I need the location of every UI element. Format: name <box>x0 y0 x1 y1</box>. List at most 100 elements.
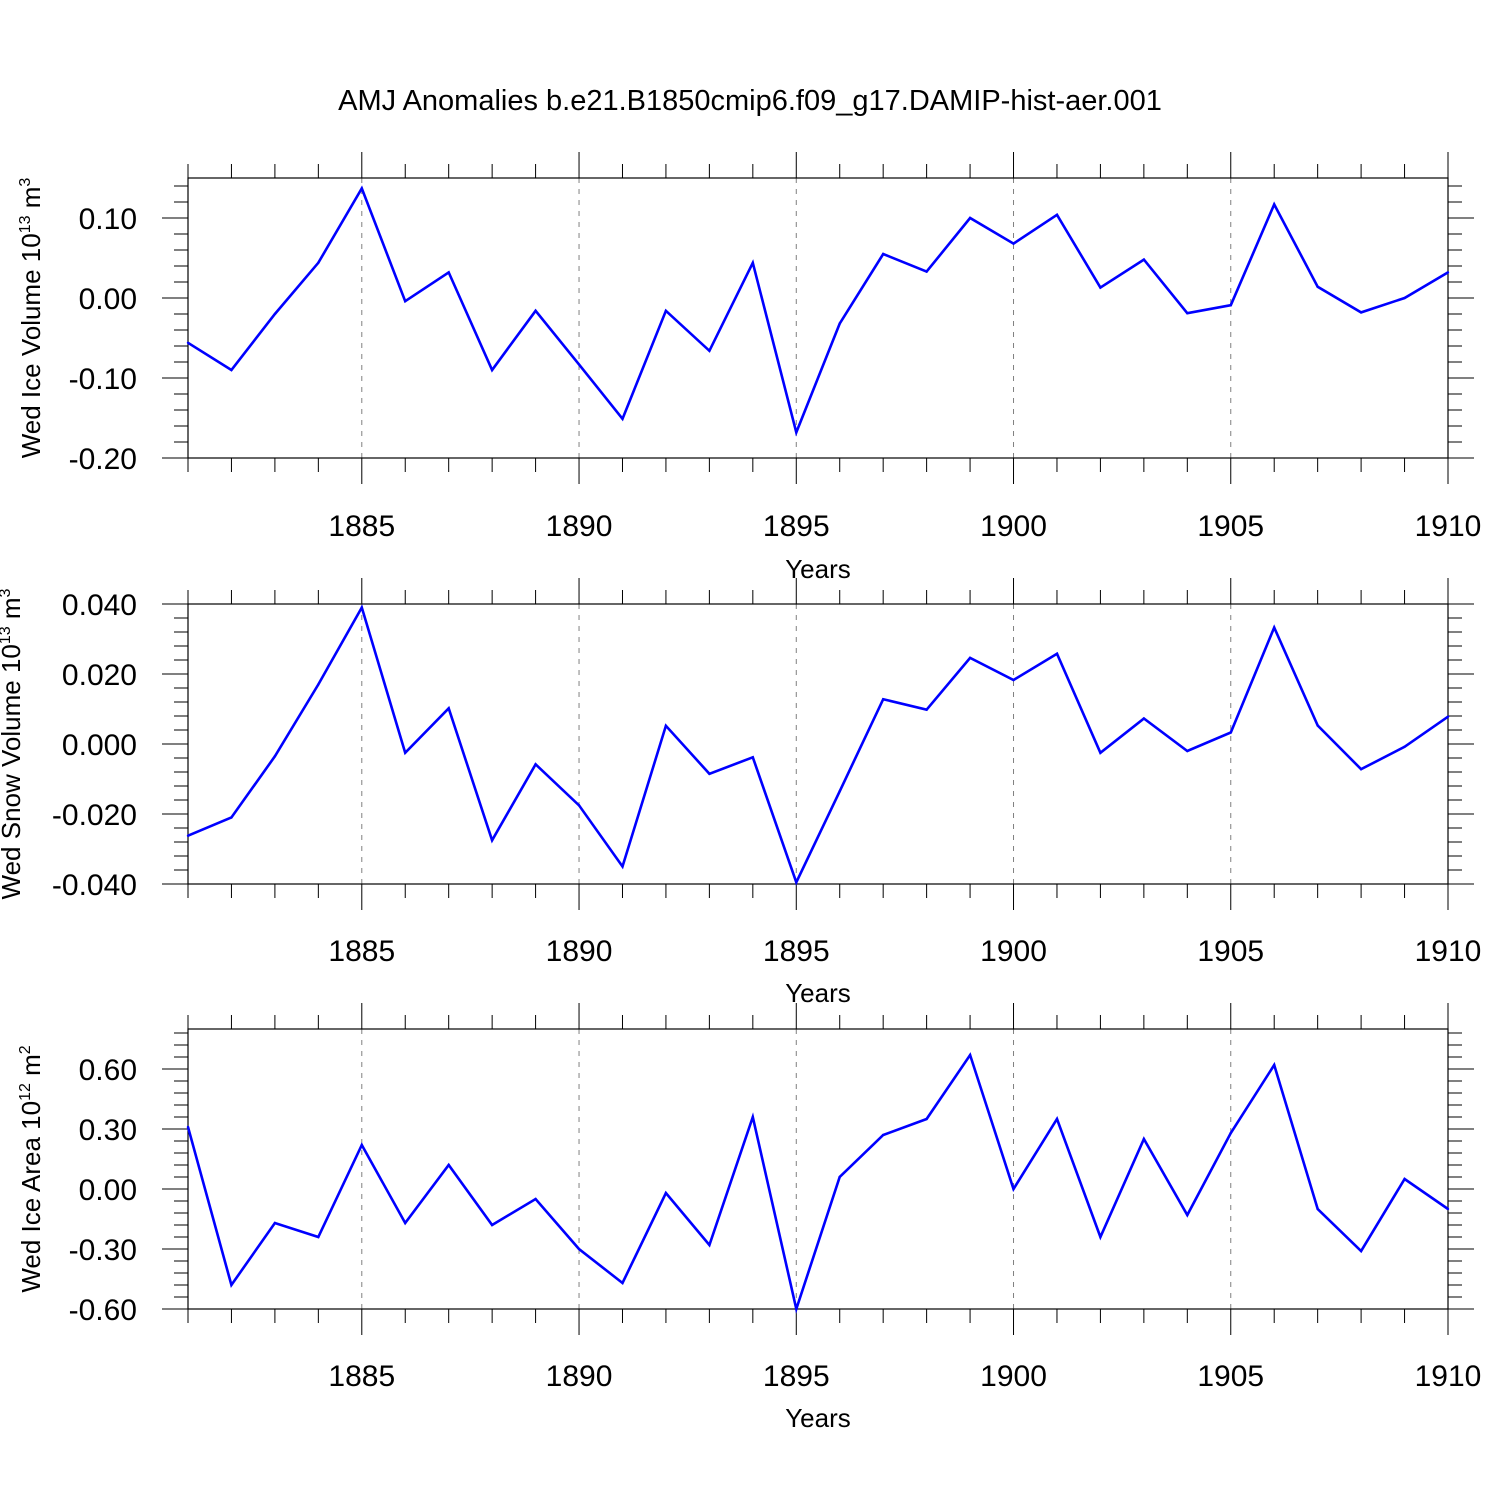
y-tick-label: -0.20 <box>69 443 137 476</box>
data-point <box>925 708 928 711</box>
data-point <box>751 756 755 759</box>
y-tick-label: 0.60 <box>79 1054 137 1087</box>
data-point <box>273 755 277 758</box>
x-tick-label: 1900 <box>980 935 1047 968</box>
data-point <box>664 1191 668 1195</box>
data-point <box>273 1221 277 1225</box>
chart-title: AMJ Anomalies b.e21.B1850cmip6.f09_g17.D… <box>338 85 1162 117</box>
data-point <box>1142 1137 1146 1141</box>
data-point <box>1403 296 1406 300</box>
x-tick-label: 1890 <box>546 1360 613 1393</box>
data-point <box>1099 1235 1102 1239</box>
data-point <box>1446 1207 1450 1211</box>
y-axis-title-superscript: 13 <box>17 215 34 233</box>
data-point <box>664 724 668 727</box>
data-point <box>751 1115 755 1119</box>
data-point <box>795 881 798 884</box>
y-axis-title: Wed Ice Volume 1013 m3 <box>16 178 46 459</box>
data-point <box>1316 285 1319 288</box>
data-point <box>230 368 233 372</box>
data-point <box>621 1281 624 1285</box>
series-line <box>186 1052 1449 1314</box>
data-point <box>1055 213 1059 216</box>
x-tick-label: 1905 <box>1197 935 1264 968</box>
data-point <box>317 683 320 686</box>
data-point <box>1229 1131 1232 1135</box>
y-tick-label: 0.30 <box>79 1114 137 1147</box>
data-point <box>1229 304 1232 307</box>
data-point <box>1186 749 1189 753</box>
data-point <box>968 656 972 660</box>
x-tick-label: 1905 <box>1197 1360 1264 1393</box>
data-point <box>838 322 841 325</box>
data-point <box>1099 286 1102 289</box>
y-tick-label: -0.020 <box>52 799 137 832</box>
data-point <box>795 431 798 434</box>
data-point <box>1446 271 1450 274</box>
data-point <box>925 1117 928 1121</box>
data-point <box>404 300 407 303</box>
plot-frame <box>187 1028 1449 1310</box>
y-axis-title-superscript: 12 <box>17 1083 34 1101</box>
data-point <box>1142 717 1146 720</box>
data-point <box>751 261 755 264</box>
data-point <box>1186 1213 1189 1217</box>
data-point <box>360 1143 363 1147</box>
x-axis-title: Years <box>785 1403 851 1433</box>
data-point <box>1186 312 1189 315</box>
data-point <box>1099 751 1102 754</box>
data-point <box>317 261 320 264</box>
y-axis-title-text: m <box>0 597 26 626</box>
data-point <box>447 1163 450 1167</box>
y-axis-title-text: Wed Ice Area 10 <box>16 1101 46 1293</box>
data-point <box>708 1243 711 1247</box>
data-point <box>577 1247 581 1251</box>
data-point <box>186 341 190 344</box>
data-point <box>317 1235 320 1239</box>
data-point <box>1359 768 1363 771</box>
y-axis-title-superscript: 2 <box>17 1045 34 1054</box>
data-point <box>968 1053 972 1057</box>
data-point <box>1012 242 1015 245</box>
x-tick-label: 1910 <box>1415 510 1482 543</box>
series-line <box>187 185 1449 437</box>
x-tick-label: 1900 <box>980 1360 1047 1393</box>
y-tick-label: 0.040 <box>62 589 137 622</box>
y-axis-title-text: Wed Ice Volume 10 <box>16 233 46 458</box>
data-point <box>404 751 407 754</box>
data-point <box>1316 1207 1319 1211</box>
data-point <box>925 270 928 273</box>
data-point <box>577 804 581 807</box>
data-point <box>273 312 277 316</box>
x-tick-label: 1910 <box>1415 1360 1482 1393</box>
y-axis-title-superscript: 13 <box>0 626 14 644</box>
data-point <box>1012 678 1015 682</box>
x-tick-label: 1890 <box>546 510 613 543</box>
data-point <box>577 363 581 366</box>
data-point <box>360 187 363 190</box>
data-point <box>1273 1063 1276 1067</box>
x-tick-label: 1885 <box>328 935 395 968</box>
y-tick-label: -0.60 <box>69 1294 137 1327</box>
data-point <box>1316 724 1319 727</box>
y-tick-label: -0.10 <box>69 363 137 396</box>
x-tick-label: 1885 <box>328 510 395 543</box>
data-point <box>447 271 450 274</box>
data-point <box>186 834 190 837</box>
data-point <box>838 1175 841 1179</box>
data-point <box>1273 626 1276 629</box>
data-point <box>621 417 624 420</box>
y-tick-label: 0.10 <box>79 203 137 236</box>
y-tick-label: 0.00 <box>79 1174 137 1207</box>
series-line <box>187 604 1449 886</box>
data-point <box>1055 1117 1059 1121</box>
y-axis-title: Wed Snow Volume 1013 m3 <box>0 588 26 899</box>
x-axis-title: Years <box>785 978 851 1008</box>
data-point <box>881 698 885 701</box>
y-tick-label: 0.00 <box>79 283 137 316</box>
data-point <box>968 216 972 220</box>
data-point <box>490 839 494 842</box>
x-tick-label: 1900 <box>980 510 1047 543</box>
x-tick-label: 1895 <box>763 935 830 968</box>
y-tick-label: -0.040 <box>52 869 137 902</box>
